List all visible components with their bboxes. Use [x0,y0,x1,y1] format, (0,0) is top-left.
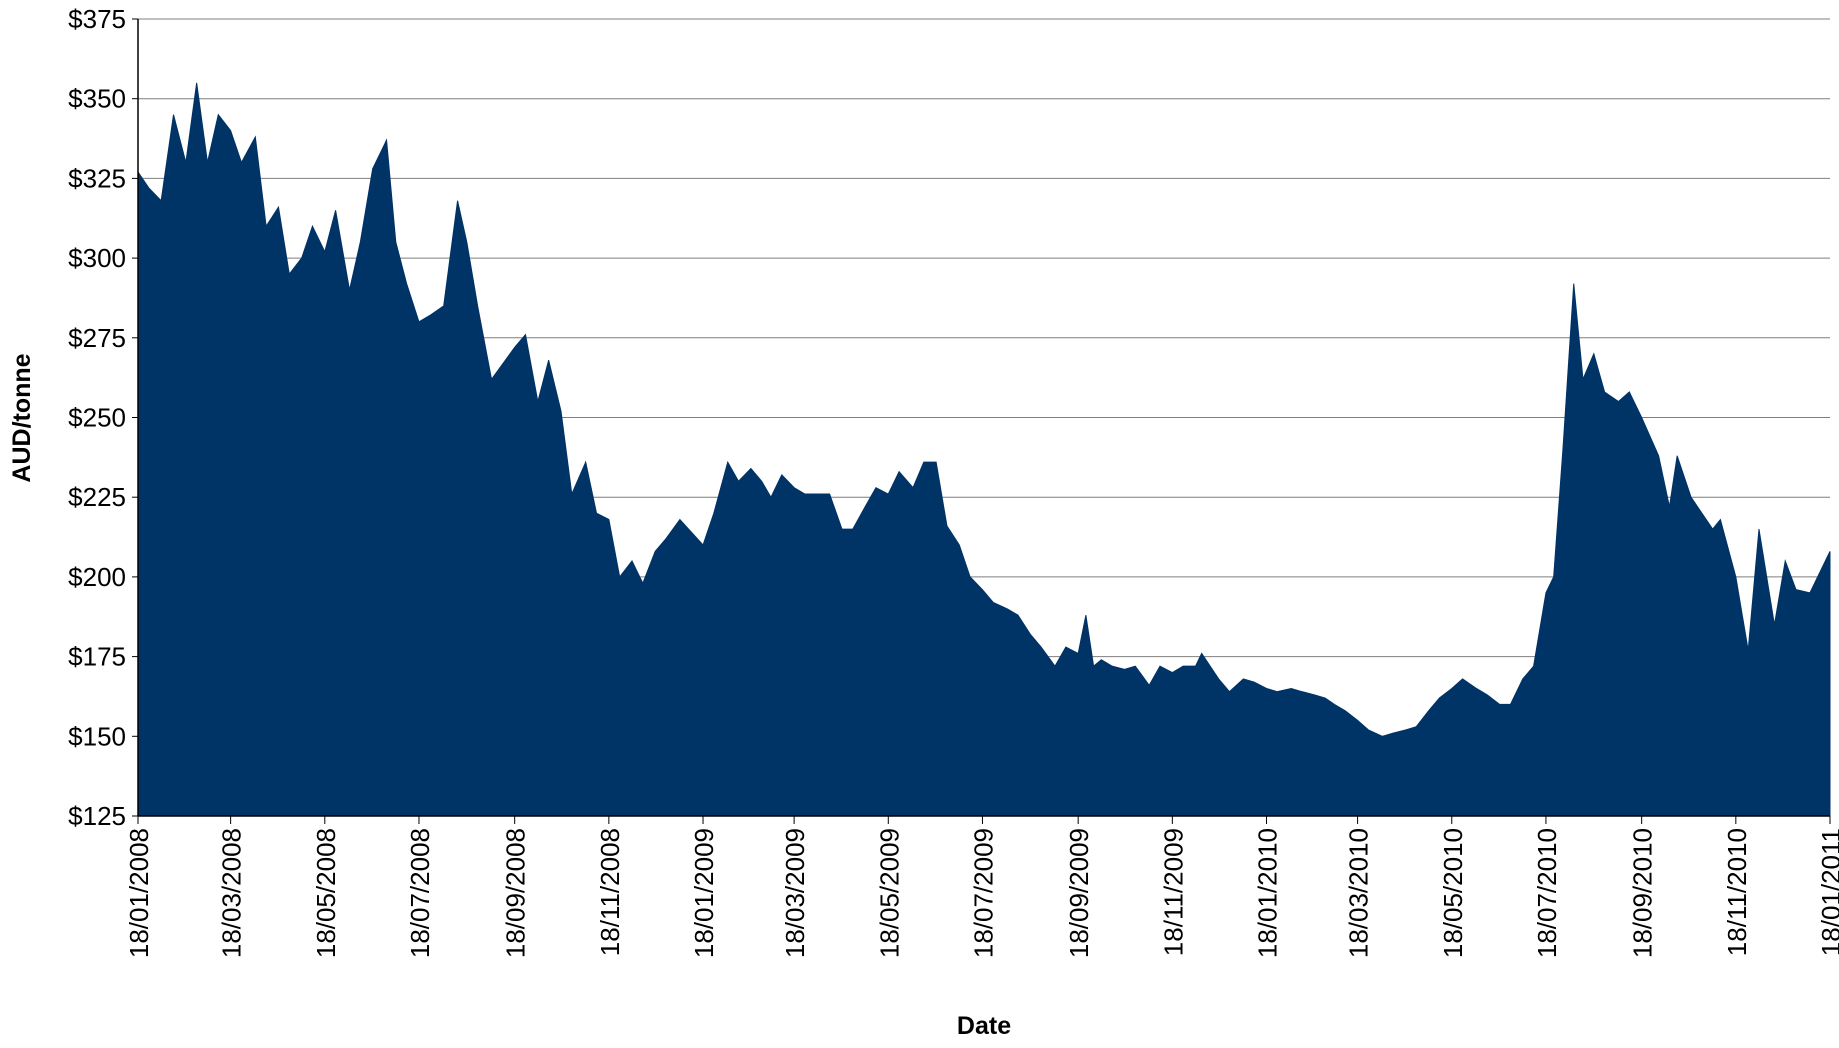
y-tick-label: $225 [68,482,126,512]
y-tick-label: $250 [68,403,126,433]
y-tick-label: $125 [68,801,126,831]
x-tick-label: 18/03/2010 [1344,828,1374,958]
x-tick-label: 18/05/2008 [311,828,341,958]
y-tick-label: $350 [68,84,126,114]
x-tick-label: 18/07/2009 [968,828,998,958]
area [137,82,1831,817]
x-tick-label: 18/01/2008 [124,828,154,958]
x-tick-label: 18/01/2010 [1253,828,1283,958]
x-tick-label: 18/11/2010 [1722,828,1752,956]
x-tick-label: 18/09/2010 [1628,828,1658,958]
x-axis-title: Date [957,1012,1011,1040]
y-tick-label: $375 [68,4,126,34]
y-tick-label: $300 [68,243,126,273]
y-tick-label: $325 [68,163,126,193]
x-tick-label: 18/09/2009 [1064,828,1094,958]
x-tick-label: 18/03/2008 [217,828,247,958]
x-tick-label: 18/01/2011 [1816,828,1839,956]
x-tick-label: 18/07/2010 [1532,828,1562,958]
x-tick-label: 18/11/2009 [1158,828,1188,956]
x-tick-label: 18/01/2009 [689,828,719,958]
x-tick-label: 18/03/2009 [780,828,810,958]
x-tick-label: 18/11/2008 [595,828,625,956]
x-tick-label: 18/09/2008 [501,828,531,958]
x-tick-label: 18/05/2009 [874,828,904,958]
x-tick-label: 18/07/2008 [405,828,435,958]
y-axis-title: AUD/tonne [8,353,36,482]
y-tick-label: $200 [68,562,126,592]
y-tick-label: $150 [68,721,126,751]
y-tick-label: $175 [68,642,126,672]
x-tick-label: 18/05/2010 [1438,828,1468,958]
y-tick-label: $275 [68,323,126,353]
